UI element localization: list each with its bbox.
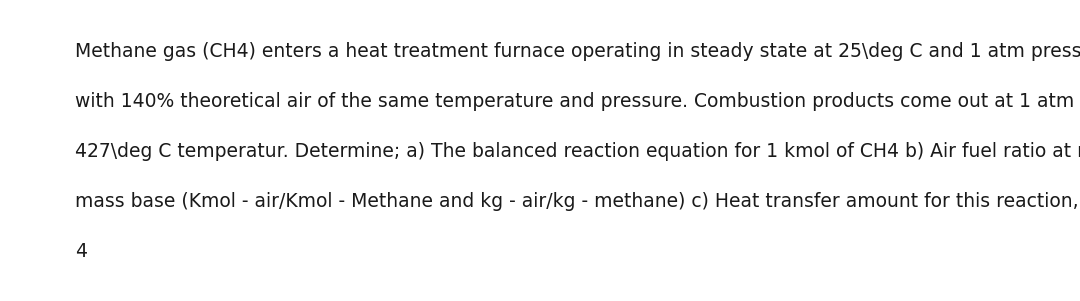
Text: 427\deg C temperatur. Determine; a) The balanced reaction equation for 1 kmol of: 427\deg C temperatur. Determine; a) The … bbox=[75, 142, 1080, 161]
Text: mass base (Kmol - air/Kmol - Methane and kg - air/kg - methane) c) Heat transfer: mass base (Kmol - air/Kmol - Methane and… bbox=[75, 192, 1080, 211]
Text: with 140% theoretical air of the same temperature and pressure. Combustion produ: with 140% theoretical air of the same te… bbox=[75, 92, 1080, 111]
Text: 4: 4 bbox=[75, 242, 87, 261]
Text: Methane gas (CH4) enters a heat treatment furnace operating in steady state at 2: Methane gas (CH4) enters a heat treatmen… bbox=[75, 42, 1080, 61]
